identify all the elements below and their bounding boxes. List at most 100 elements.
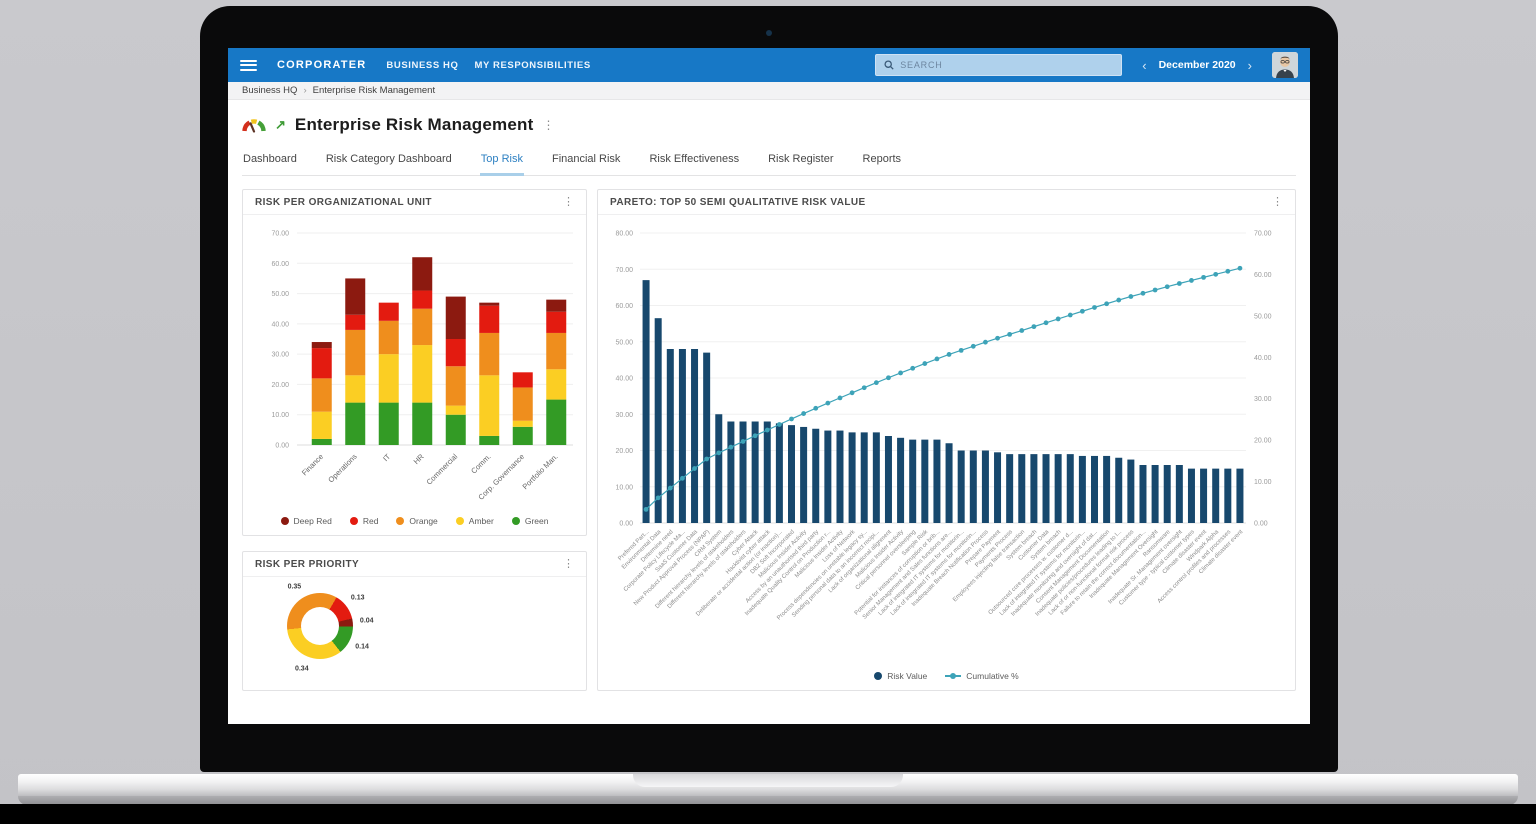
donut-value-label: 0.04 (359, 617, 374, 625)
svg-text:50.00: 50.00 (615, 339, 633, 346)
tab-top-risk[interactable]: Top Risk (479, 148, 524, 176)
chevron-right-icon[interactable]: › (1247, 57, 1252, 73)
period-selector: ‹ December 2020 › (1142, 59, 1252, 72)
tab-risk-category-dashboard[interactable]: Risk Category Dashboard (325, 153, 452, 165)
legend-label: Risk Value (887, 671, 928, 681)
tab-reports[interactable]: Reports (862, 153, 902, 165)
search-input[interactable] (900, 60, 1114, 70)
breadcrumb-current-page: Enterprise Risk Management (312, 85, 436, 96)
top-navigation-bar: CORPORATER BUSINESS HQ MY RESPONSIBILITI… (228, 48, 1310, 82)
chart-legend: Deep Red Red Orange Amber Green (243, 516, 586, 526)
search-icon (884, 60, 894, 70)
legend-label: Amber (468, 516, 494, 526)
title-kebab-menu-icon[interactable]: ⋮ (542, 118, 555, 132)
trend-up-icon: ↗ (275, 117, 286, 132)
dashboard-grid: RISK PER ORGANIZATIONAL UNIT ⋮ 0.00 10.00… (242, 189, 1296, 701)
legend-label: Cumulative % (966, 671, 1019, 681)
card-title: RISK PER ORGANIZATIONAL UNIT (255, 197, 432, 208)
search-box[interactable] (875, 54, 1123, 76)
corporater-logo[interactable]: CORPORATER (277, 59, 367, 71)
donut-value-label: 0.35 (287, 583, 302, 591)
svg-text:30.00: 30.00 (271, 352, 289, 359)
pareto-legend: Risk Value Cumulative % (598, 671, 1295, 681)
laptop-bezel: CORPORATER BUSINESS HQ MY RESPONSIBILITI… (200, 6, 1338, 772)
nav-item-my-responsibilities[interactable]: MY RESPONSIBILITIES (474, 59, 591, 71)
legend-dot (455, 517, 464, 525)
svg-text:60.00: 60.00 (615, 303, 633, 310)
tab-risk-register[interactable]: Risk Register (768, 153, 834, 165)
menu-icon[interactable] (240, 59, 257, 71)
svg-text:0.00: 0.00 (619, 521, 633, 528)
breadcrumb-business-hq[interactable]: Business HQ (242, 85, 298, 96)
donut-value-label: 0.13 (350, 594, 365, 602)
cumulative-line-marker (945, 672, 962, 680)
svg-text:Finance: Finance (300, 452, 325, 477)
card-kebab-menu-icon[interactable]: ⋮ (563, 196, 574, 208)
svg-text:50.00: 50.00 (1254, 313, 1272, 320)
svg-text:80.00: 80.00 (615, 231, 633, 238)
page-title-row: ↗ Enterprise Risk Management ⋮ (242, 115, 1296, 135)
tab-financial-risk[interactable]: Financial Risk (551, 153, 621, 165)
svg-text:50.00: 50.00 (271, 291, 289, 298)
svg-text:70.00: 70.00 (271, 231, 289, 238)
legend-item: Orange (396, 516, 438, 526)
card-title: RISK PER PRIORITY (255, 559, 360, 570)
avatar-image (1272, 52, 1298, 78)
card-kebab-menu-icon[interactable]: ⋮ (1272, 196, 1283, 208)
legend-item: Red (349, 516, 379, 526)
card-risk-per-priority: RISK PER PRIORITY ⋮ 0.13 0.04 0.14 0.34 0.35 (242, 551, 587, 691)
legend-dot (280, 517, 289, 525)
svg-text:30.00: 30.00 (615, 412, 633, 419)
legend-item-cumulative: Cumulative % (945, 671, 1019, 681)
legend-dot (349, 517, 358, 525)
svg-text:HR: HR (412, 452, 426, 466)
svg-text:0.00: 0.00 (1254, 521, 1268, 528)
legend-label: Red (362, 516, 379, 526)
svg-text:Commercial: Commercial (425, 452, 460, 487)
page-title: Enterprise Risk Management (294, 115, 534, 134)
svg-text:20.00: 20.00 (271, 382, 289, 389)
svg-text:40.00: 40.00 (615, 376, 633, 383)
pareto-chart: 0.00 10.00 20.00 30.00 40.00 50.00 60.00 70.00 8… (615, 231, 1272, 622)
card-risk-per-org-unit: RISK PER ORGANIZATIONAL UNIT ⋮ 0.00 10.00… (242, 189, 587, 536)
svg-text:Operations: Operations (326, 452, 358, 484)
svg-text:20.00: 20.00 (1254, 438, 1272, 445)
donut-hole (301, 607, 339, 645)
card-title: PARETO: TOP 50 SEMI QUALITATIVE RISK VAL… (610, 197, 866, 208)
svg-text:70.00: 70.00 (615, 267, 633, 274)
svg-text:0.00: 0.00 (275, 443, 289, 450)
svg-text:60.00: 60.00 (271, 261, 289, 268)
legend-label: Green (524, 516, 549, 526)
legend-dot (511, 517, 520, 525)
donut-chart-area: 0.13 0.04 0.14 0.34 0.35 (243, 577, 586, 690)
legend-item: Green (511, 516, 549, 526)
tab-risk-effectiveness[interactable]: Risk Effectiveness (649, 153, 740, 165)
svg-text:60.00: 60.00 (1254, 272, 1272, 279)
stacked-bar-chart: 0.00 10.00 20.00 30.00 40.00 50.00 60.00 70.00 F… (271, 231, 573, 502)
donut-value-label: 0.34 (294, 665, 309, 673)
card-kebab-menu-icon[interactable]: ⋮ (563, 558, 574, 570)
svg-text:Portfolio Man.: Portfolio Man. (521, 452, 560, 491)
chevron-left-icon[interactable]: ‹ (1142, 57, 1147, 73)
app-screen: CORPORATER BUSINESS HQ MY RESPONSIBILITI… (228, 48, 1310, 724)
nav-item-business-hq[interactable]: BUSINESS HQ (386, 59, 459, 71)
risk-value-dot (874, 672, 883, 680)
svg-text:30.00: 30.00 (1254, 396, 1272, 403)
legend-item: Amber (455, 516, 494, 526)
svg-text:Comm.: Comm. (469, 452, 492, 475)
svg-text:40.00: 40.00 (271, 321, 289, 328)
svg-text:10.00: 10.00 (615, 484, 633, 491)
tab-dashboard[interactable]: Dashboard (243, 153, 297, 165)
svg-text:40.00: 40.00 (1254, 355, 1272, 362)
legend-item-risk-value: Risk Value (874, 671, 927, 681)
period-label: December 2020 (1158, 59, 1236, 71)
card-pareto-top50: PARETO: TOP 50 SEMI QUALITATIVE RISK VAL… (597, 189, 1296, 691)
svg-text:10.00: 10.00 (1254, 479, 1272, 486)
legend-item: Deep Red (280, 516, 332, 526)
legend-label: Orange (409, 516, 438, 526)
avatar[interactable] (1272, 52, 1298, 78)
legend-label: Deep Red (293, 516, 332, 526)
donut-value-label: 0.14 (355, 643, 369, 651)
svg-text:20.00: 20.00 (615, 448, 633, 455)
